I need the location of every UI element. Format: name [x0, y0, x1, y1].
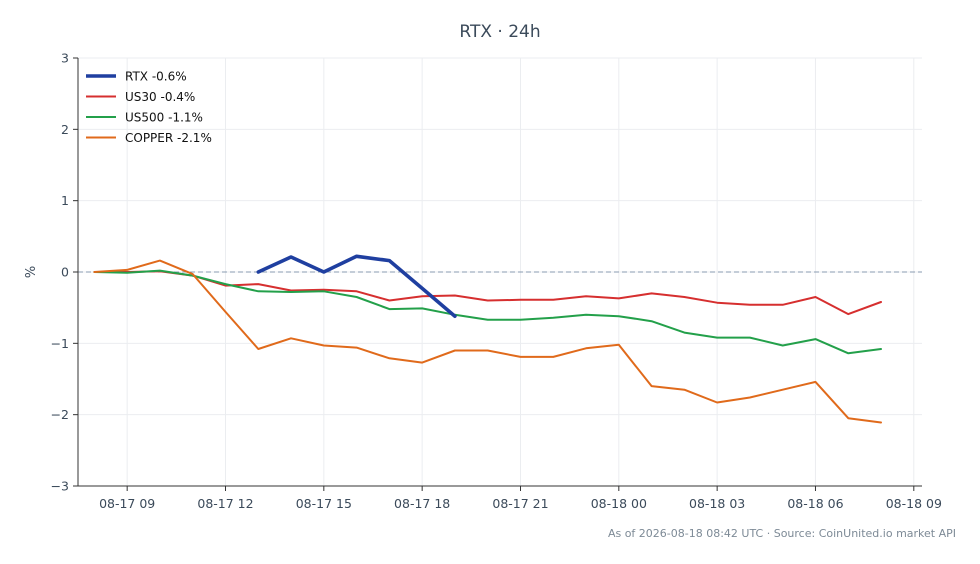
y-tick-label: −1 — [51, 336, 69, 351]
x-tick-label: 08-17 09 — [99, 496, 155, 511]
x-tick-label: 08-17 21 — [492, 496, 548, 511]
y-tick-label: 3 — [61, 51, 69, 66]
chart-title: RTX · 24h — [459, 22, 540, 42]
y-tick-label: −3 — [51, 479, 69, 494]
legend-label-copper: COPPER -2.1% — [125, 131, 212, 145]
x-tick-label: 08-17 12 — [197, 496, 253, 511]
series-line-us500 — [93, 269, 882, 355]
grid — [78, 57, 922, 487]
x-tick-label: 08-18 09 — [886, 496, 942, 511]
series-line-us30 — [93, 270, 882, 316]
legend-label-us500: US500 -1.1% — [125, 111, 203, 125]
series-line-copper — [93, 259, 882, 424]
series-line-rtx — [256, 254, 457, 319]
y-tick-label: 1 — [61, 193, 69, 208]
y-tick-label: −2 — [51, 407, 69, 422]
x-tick-label: 08-17 15 — [296, 496, 352, 511]
x-tick-label: 08-18 00 — [591, 496, 647, 511]
legend-label-rtx: RTX -0.6% — [125, 70, 187, 84]
x-tick-label: 08-18 03 — [689, 496, 745, 511]
legend-label-us30: US30 -0.4% — [125, 90, 195, 104]
y-axis-label: % — [24, 266, 39, 278]
axes: 3 2 1 0 −1 −2 −3 08-17 09 08-17 12 08-17 15 08-17 … — [51, 51, 942, 512]
legend: RTX -0.6% US30 -0.4% US500 -1.1% COPPER -2.… — [86, 70, 212, 145]
footer-source: As of 2026-08-18 08:42 UTC · Source: Coi… — [608, 527, 956, 540]
x-tick-label: 08-18 06 — [787, 496, 843, 511]
x-tick-label: 08-17 18 — [394, 496, 450, 511]
y-tick-label: 0 — [61, 265, 69, 280]
series — [93, 254, 882, 424]
y-tick-label: 2 — [61, 122, 69, 137]
